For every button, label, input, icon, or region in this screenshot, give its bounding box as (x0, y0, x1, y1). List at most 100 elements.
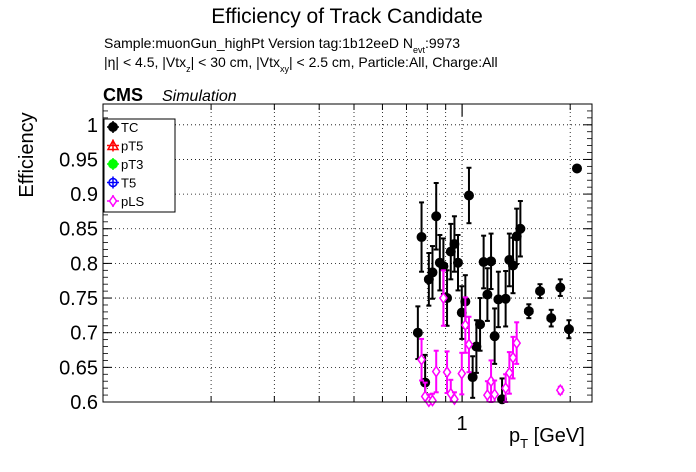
data-point (467, 355, 478, 399)
data-point-marker (475, 319, 486, 330)
subtitle-line-1-sub: evt (413, 45, 426, 55)
x-axis-label-main: p (509, 425, 520, 447)
data-point (464, 315, 474, 374)
chart-title: Efficiency of Track Candidate (211, 5, 483, 28)
data-point-marker (571, 163, 582, 174)
legend-entries: TC pT5 pT3 T5 pLS (106, 120, 144, 209)
data-point (490, 379, 500, 402)
data-point-marker (489, 331, 500, 342)
axis-ticks: 0.6 0.65 0.7 0.75 0.8 0.85 0.9 0.95 1 1 (59, 104, 592, 435)
legend-label: pT5 (121, 139, 143, 154)
data-point (452, 233, 463, 292)
data-point-marker (535, 286, 546, 297)
data-point (475, 297, 486, 352)
data-point (431, 349, 441, 394)
data-point-marker (438, 291, 448, 305)
data-point (486, 232, 497, 291)
data-point-marker (428, 394, 437, 407)
data-point (457, 351, 467, 396)
subtitle-line-2-a-sub: z (186, 64, 191, 74)
data-point-marker (431, 365, 441, 378)
y-tick-label: 0.75 (59, 288, 98, 310)
subtitle-line-1-value: :9973 (425, 35, 460, 51)
series-pls (417, 269, 565, 408)
data-point-marker (442, 365, 452, 379)
data-point (445, 222, 456, 281)
legend-entry-tc: TC (107, 120, 138, 135)
legend-entry-t5: T5 (107, 176, 136, 191)
y-axis-label: Efficiency (16, 112, 38, 197)
data-point (515, 200, 526, 258)
experiment-label: CMS (103, 85, 143, 105)
data-point (508, 236, 519, 295)
data-point (463, 166, 474, 225)
data-point-marker (427, 267, 438, 278)
y-tick-label: 0.85 (59, 219, 98, 241)
data-point-marker (555, 383, 565, 397)
series-tc (412, 163, 582, 405)
y-tick-label: 0.6 (70, 392, 98, 414)
legend-label: TC (121, 120, 138, 135)
x-axis-label: pT [GeV] (509, 425, 585, 451)
legend-marker (108, 159, 118, 169)
data-point-marker (482, 388, 492, 402)
y-tick-label: 1 (87, 115, 98, 137)
legend: TC pT5 pT3 T5 pLS (103, 118, 176, 213)
data-point (471, 319, 482, 374)
subtitle-line-2-c: | < 2.5 cm, Particle:All, Charge:All (289, 54, 498, 70)
subtitle-line-1-main: Sample:muonGun_highPt Version tag:1b12ee… (104, 35, 413, 51)
data-point-marker (563, 324, 574, 335)
y-tick-label: 0.65 (59, 357, 98, 379)
data-point-marker (431, 211, 442, 222)
legend-entry-pt3: pT3 (107, 157, 143, 172)
data-point (417, 337, 426, 382)
data-point-marker (486, 256, 497, 267)
data-point-marker (490, 388, 500, 401)
data-point (512, 321, 522, 365)
data-point (456, 285, 467, 340)
subtitle-line-2-b: | < 30 cm, |Vtx (191, 54, 280, 70)
data-point-marker (508, 351, 518, 364)
data-point-marker (463, 190, 474, 201)
subtitle-line-1: Sample:muonGun_highPt Version tag:1b12ee… (104, 35, 460, 55)
data-point-marker (457, 367, 467, 380)
data-point-marker (460, 318, 470, 332)
x-tick-label: 1 (457, 413, 468, 435)
legend-marker (108, 177, 118, 188)
plot-frame (102, 103, 593, 403)
legend-entry-pt5: pT5 (106, 138, 143, 154)
data-point-marker (452, 257, 463, 268)
legend-marker (108, 194, 118, 208)
data-point (442, 350, 452, 394)
x-axis-label-sub: T (520, 436, 528, 451)
grid (103, 104, 592, 403)
data-point (482, 267, 493, 322)
data-point-marker (416, 232, 427, 243)
data-point-marker (555, 282, 566, 293)
y-tick-label: 0.7 (70, 323, 98, 345)
data-point-marker (515, 223, 526, 234)
data-point-marker (512, 336, 522, 350)
data-point-marker (523, 306, 534, 317)
subtitle-line-2-b-sub: xy (280, 64, 290, 74)
data-point-marker (504, 366, 514, 380)
data-point (412, 305, 423, 361)
data-point-marker (501, 381, 511, 395)
data-point (428, 392, 437, 407)
legend-marker (108, 122, 118, 132)
data-point-marker (482, 289, 493, 300)
data-point-marker (464, 338, 474, 351)
experiment-tag: Simulation (162, 88, 237, 105)
legend-label: pLS (121, 194, 144, 209)
subtitle-line-2-a: |η| < 4.5, |Vtx (104, 54, 186, 70)
data-point (571, 163, 582, 174)
legend-marker (106, 138, 120, 151)
legend-label: T5 (121, 176, 136, 191)
data-point (500, 270, 511, 328)
legend-entry-pls: pLS (107, 194, 144, 209)
y-tick-label: 0.9 (70, 184, 98, 206)
data-point (523, 303, 534, 320)
data-point (438, 269, 448, 327)
